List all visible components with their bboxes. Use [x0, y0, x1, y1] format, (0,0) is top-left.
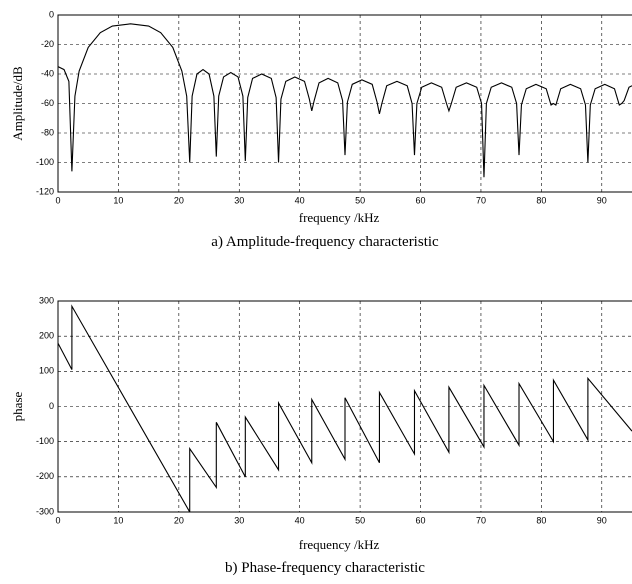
axes-frame: [57, 14, 632, 193]
axes-frame: [57, 300, 632, 513]
line: [58, 23, 632, 178]
y-tick-label: -200: [36, 471, 54, 481]
x-tick-label: 10: [113, 515, 123, 525]
x-tick-label: 60: [416, 515, 426, 525]
y-tick-label: 200: [39, 331, 54, 341]
x-tick-label: 80: [536, 515, 546, 525]
y-axis-label: Amplitude/dB: [10, 66, 25, 141]
y-tick-label: -100: [36, 157, 54, 167]
x-tick-label: 80: [536, 195, 546, 205]
y-tick-label: -20: [41, 39, 54, 49]
x-tick-label: 0: [55, 195, 60, 205]
x-tick-label: 10: [113, 195, 123, 205]
x-tick-label: 70: [476, 195, 486, 205]
y-tick-label: 0: [49, 401, 54, 411]
y-tick-label: -40: [41, 68, 54, 78]
y-tick-label: -80: [41, 127, 54, 137]
x-tick-label: 40: [295, 515, 305, 525]
y-tick-label: -300: [36, 506, 54, 516]
y-tick-label: -120: [36, 186, 54, 196]
y-tick-label: -60: [41, 98, 54, 108]
x-tick-label: 90: [597, 195, 607, 205]
x-tick-label: 0: [55, 515, 60, 525]
x-axis-label: frequency /kHz: [299, 210, 380, 225]
y-tick-label: 300: [39, 295, 54, 305]
x-tick-label: 20: [174, 195, 184, 205]
caption: b) Phase-frequency characteristic: [225, 560, 425, 576]
x-axis-label: frequency /kHz: [299, 537, 380, 552]
x-tick-label: 50: [355, 515, 365, 525]
y-tick-label: -100: [36, 436, 54, 446]
x-tick-label: 90: [597, 515, 607, 525]
x-tick-label: 60: [416, 195, 426, 205]
x-tick-label: 30: [234, 195, 244, 205]
line: [58, 304, 632, 512]
x-tick-label: 20: [174, 515, 184, 525]
x-tick-label: 50: [355, 195, 365, 205]
x-tick-label: 40: [295, 195, 305, 205]
x-tick-label: 30: [234, 515, 244, 525]
y-tick-label: 0: [49, 9, 54, 19]
caption: a) Amplitude-frequency characteristic: [211, 234, 439, 250]
y-axis-label: phase: [10, 391, 25, 421]
y-tick-label: 100: [39, 366, 54, 376]
x-tick-label: 70: [476, 515, 486, 525]
